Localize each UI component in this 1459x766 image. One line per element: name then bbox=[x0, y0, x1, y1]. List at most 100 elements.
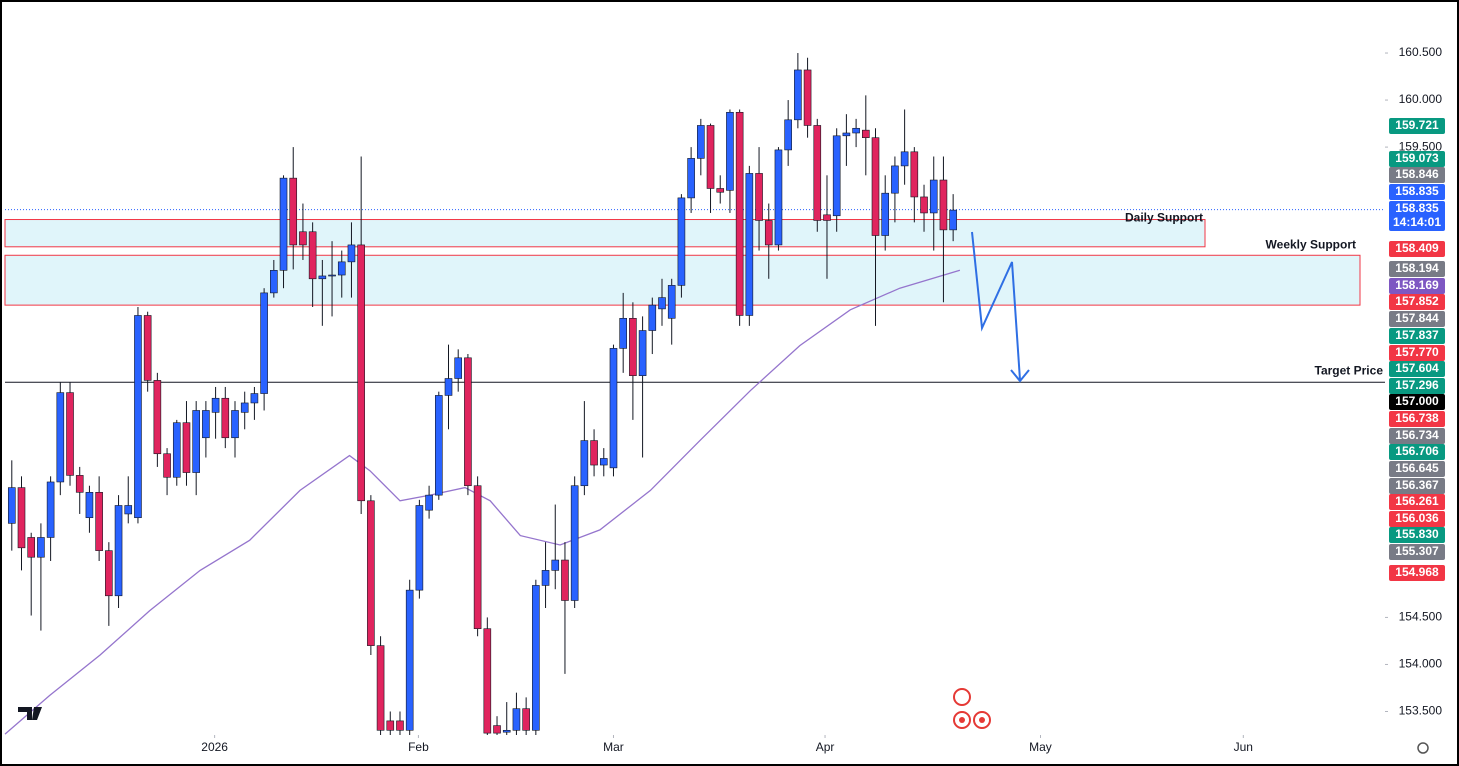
candle-body bbox=[648, 304, 657, 331]
candle-body bbox=[289, 177, 298, 246]
price-label-bg bbox=[1389, 565, 1445, 581]
event-dot bbox=[979, 717, 985, 723]
price-label-bg bbox=[1389, 428, 1445, 444]
candle-body bbox=[415, 505, 424, 591]
price-label: 156.738 bbox=[1395, 411, 1439, 425]
candle-body bbox=[483, 628, 492, 734]
price-label: 155.830 bbox=[1395, 527, 1439, 541]
price-label-bg bbox=[1389, 461, 1445, 477]
candle-body bbox=[842, 132, 851, 137]
zone-label: Daily Support bbox=[1125, 211, 1203, 225]
candle-body bbox=[609, 348, 618, 469]
x-tick-label: Jun bbox=[1234, 740, 1253, 754]
candle-body bbox=[939, 179, 948, 231]
support-zone bbox=[4, 219, 1206, 248]
candle-body bbox=[803, 69, 812, 126]
price-label: 158.835 bbox=[1395, 201, 1439, 215]
candle-body bbox=[900, 151, 909, 167]
price-label: 158.409 bbox=[1395, 241, 1439, 255]
candle-body bbox=[172, 422, 181, 478]
candle-body bbox=[697, 125, 705, 159]
y-tick-label: 159.500 bbox=[1399, 139, 1443, 153]
candle-body bbox=[211, 397, 220, 413]
candle-body bbox=[279, 177, 288, 271]
price-label: 158.846 bbox=[1395, 167, 1439, 181]
candle-body bbox=[522, 708, 530, 731]
candle-body bbox=[434, 395, 443, 496]
candle-body bbox=[75, 475, 84, 493]
flag-icon bbox=[953, 688, 971, 706]
candle-body bbox=[862, 129, 870, 138]
candle-body bbox=[405, 589, 414, 731]
y-tick-label: 154.000 bbox=[1399, 657, 1443, 671]
price-label-bg bbox=[1389, 294, 1445, 310]
event-dot bbox=[959, 717, 965, 723]
candle-body bbox=[396, 720, 404, 731]
candle-body bbox=[202, 410, 210, 439]
price-label-bg bbox=[1389, 511, 1445, 527]
x-tick-label: 2026 bbox=[201, 740, 228, 754]
y-tick-label: 160.000 bbox=[1399, 92, 1443, 106]
zone-label: Weekly Support bbox=[1266, 237, 1356, 251]
candle-body bbox=[182, 422, 191, 473]
projection-arrow bbox=[971, 231, 1021, 381]
candle-body bbox=[599, 458, 608, 466]
price-label-bg bbox=[1389, 361, 1445, 377]
price-label-bg bbox=[1389, 278, 1445, 294]
price-label: 156.645 bbox=[1395, 461, 1439, 475]
logo bbox=[18, 707, 42, 720]
price-label-bg bbox=[1389, 494, 1445, 510]
settings-icon[interactable] bbox=[1417, 742, 1429, 754]
price-label: 157.604 bbox=[1395, 361, 1439, 375]
candle-body bbox=[716, 188, 725, 193]
price-label-bg bbox=[1389, 167, 1445, 183]
candle-body bbox=[493, 725, 501, 734]
price-label: 158.835 bbox=[1395, 184, 1439, 198]
y-tick-label: 153.500 bbox=[1399, 704, 1443, 718]
candle-body bbox=[745, 173, 754, 316]
candle-body bbox=[871, 137, 880, 236]
candle-body bbox=[357, 244, 365, 502]
candle-body bbox=[619, 317, 627, 349]
candle-body bbox=[56, 392, 65, 483]
x-tick-label: Feb bbox=[408, 740, 429, 754]
price-label: 156.367 bbox=[1395, 478, 1439, 492]
candle-body bbox=[163, 453, 171, 478]
price-label-bg bbox=[1389, 478, 1445, 494]
price-label: 156.261 bbox=[1395, 494, 1439, 508]
price-label-bg bbox=[1389, 345, 1445, 361]
candle-body bbox=[638, 330, 647, 376]
candle-body bbox=[134, 315, 142, 519]
price-label: 157.770 bbox=[1395, 345, 1439, 359]
candle-body bbox=[114, 505, 123, 597]
candle-body bbox=[677, 197, 686, 286]
price-label-bg bbox=[1389, 201, 1445, 231]
candle-body bbox=[318, 275, 327, 280]
price-label-bg bbox=[1389, 328, 1445, 344]
candle-body bbox=[823, 214, 831, 221]
candle-body bbox=[454, 357, 463, 379]
candles bbox=[7, 53, 957, 735]
candle-body bbox=[512, 708, 521, 731]
candle-body bbox=[852, 127, 860, 134]
price-label-bg bbox=[1389, 151, 1445, 167]
candle-body bbox=[270, 270, 278, 294]
price-label: 158.169 bbox=[1395, 278, 1439, 292]
candle-body bbox=[376, 645, 385, 731]
candle-body bbox=[7, 487, 16, 524]
candle-body bbox=[124, 505, 133, 515]
candle-body bbox=[367, 500, 375, 646]
candle-body bbox=[774, 149, 783, 246]
price-label: 157.844 bbox=[1395, 311, 1439, 325]
candle-body bbox=[386, 720, 395, 731]
price-label-bg bbox=[1389, 184, 1445, 200]
candle-body bbox=[502, 729, 511, 733]
candle-body bbox=[910, 151, 919, 198]
candle-body bbox=[105, 550, 113, 597]
candle-body bbox=[541, 570, 550, 586]
candle-body bbox=[551, 559, 560, 571]
candle-body bbox=[153, 380, 162, 455]
candle-body bbox=[337, 261, 346, 276]
price-label: 159.721 bbox=[1395, 118, 1439, 132]
